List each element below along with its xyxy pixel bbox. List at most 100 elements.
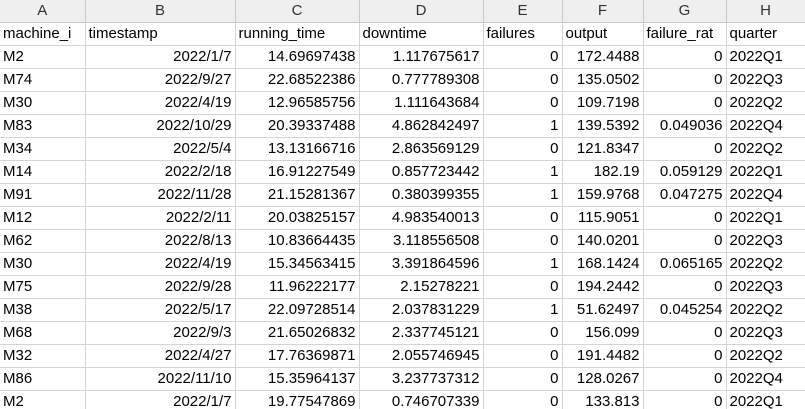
table-cell[interactable]: M38 <box>0 298 86 322</box>
column-header-e[interactable]: E <box>483 0 563 23</box>
table-cell[interactable]: 2022Q2 <box>726 252 805 276</box>
table-cell[interactable]: 0 <box>643 45 727 69</box>
table-cell[interactable]: 2022Q3 <box>726 321 805 345</box>
field-header-cell[interactable]: failure_rat <box>643 22 727 46</box>
table-cell[interactable]: 2022/5/4 <box>85 137 236 161</box>
table-cell[interactable]: M30 <box>0 91 86 115</box>
table-cell[interactable]: 0.059129 <box>643 160 727 184</box>
table-cell[interactable]: 194.2442 <box>562 275 644 299</box>
table-cell[interactable]: 2022Q2 <box>726 344 805 368</box>
table-cell[interactable]: M14 <box>0 160 86 184</box>
table-cell[interactable]: 2.337745121 <box>359 321 484 345</box>
table-cell[interactable]: 2022/9/3 <box>85 321 236 345</box>
table-cell[interactable]: 3.391864596 <box>359 252 484 276</box>
table-cell[interactable]: 15.34563415 <box>235 252 360 276</box>
table-cell[interactable]: 21.15281367 <box>235 183 360 207</box>
table-cell[interactable]: 0 <box>483 344 563 368</box>
table-cell[interactable]: 2022Q3 <box>726 68 805 92</box>
table-cell[interactable]: 0 <box>483 390 563 409</box>
table-cell[interactable]: 0 <box>483 367 563 391</box>
table-cell[interactable]: 4.862842497 <box>359 114 484 138</box>
table-cell[interactable]: 191.4482 <box>562 344 644 368</box>
table-cell[interactable]: M2 <box>0 390 86 409</box>
table-cell[interactable]: 15.35964137 <box>235 367 360 391</box>
table-cell[interactable]: 12.96585756 <box>235 91 360 115</box>
table-cell[interactable]: 2022Q4 <box>726 367 805 391</box>
table-cell[interactable]: 22.09728514 <box>235 298 360 322</box>
table-cell[interactable]: 2022/8/13 <box>85 229 236 253</box>
table-cell[interactable]: 2022Q2 <box>726 91 805 115</box>
table-cell[interactable]: M91 <box>0 183 86 207</box>
table-cell[interactable]: 0 <box>643 321 727 345</box>
table-cell[interactable]: 2022Q4 <box>726 183 805 207</box>
table-cell[interactable]: 0 <box>483 229 563 253</box>
table-cell[interactable]: M62 <box>0 229 86 253</box>
table-cell[interactable]: 0 <box>483 321 563 345</box>
field-header-cell[interactable]: downtime <box>359 22 484 46</box>
table-cell[interactable]: 0.049036 <box>643 114 727 138</box>
table-cell[interactable]: M75 <box>0 275 86 299</box>
table-cell[interactable]: 0 <box>643 68 727 92</box>
table-cell[interactable]: M2 <box>0 45 86 69</box>
table-cell[interactable]: 0 <box>643 91 727 115</box>
table-cell[interactable]: 135.0502 <box>562 68 644 92</box>
table-cell[interactable]: M86 <box>0 367 86 391</box>
table-cell[interactable]: 1.117675617 <box>359 45 484 69</box>
column-header-c[interactable]: C <box>235 0 360 23</box>
table-cell[interactable]: 22.68522386 <box>235 68 360 92</box>
table-cell[interactable]: 14.69697438 <box>235 45 360 69</box>
table-cell[interactable]: 2.037831229 <box>359 298 484 322</box>
table-cell[interactable]: 0.065165 <box>643 252 727 276</box>
table-cell[interactable]: 0 <box>643 390 727 409</box>
table-cell[interactable]: 2022/11/10 <box>85 367 236 391</box>
table-cell[interactable]: 109.7198 <box>562 91 644 115</box>
table-cell[interactable]: 0.857723442 <box>359 160 484 184</box>
table-cell[interactable]: 0 <box>483 45 563 69</box>
table-cell[interactable]: 2022Q4 <box>726 114 805 138</box>
table-cell[interactable]: 3.118556508 <box>359 229 484 253</box>
table-cell[interactable]: 2022/5/17 <box>85 298 236 322</box>
table-cell[interactable]: 115.9051 <box>562 206 644 230</box>
table-cell[interactable]: 17.76369871 <box>235 344 360 368</box>
table-cell[interactable]: 2.15278221 <box>359 275 484 299</box>
table-cell[interactable]: 0 <box>643 206 727 230</box>
column-header-d[interactable]: D <box>359 0 484 23</box>
table-cell[interactable]: 1 <box>483 183 563 207</box>
table-cell[interactable]: 172.4488 <box>562 45 644 69</box>
column-header-a[interactable]: A <box>0 0 86 23</box>
table-cell[interactable]: 0 <box>483 275 563 299</box>
column-header-f[interactable]: F <box>562 0 644 23</box>
table-cell[interactable]: 121.8347 <box>562 137 644 161</box>
table-cell[interactable]: 2022Q3 <box>726 275 805 299</box>
table-cell[interactable]: 2022/10/29 <box>85 114 236 138</box>
table-cell[interactable]: 3.237737312 <box>359 367 484 391</box>
table-cell[interactable]: 0.777789308 <box>359 68 484 92</box>
table-cell[interactable]: M83 <box>0 114 86 138</box>
table-cell[interactable]: 2022/4/19 <box>85 91 236 115</box>
table-cell[interactable]: M68 <box>0 321 86 345</box>
table-cell[interactable]: 0.380399355 <box>359 183 484 207</box>
table-cell[interactable]: 2.863569129 <box>359 137 484 161</box>
table-cell[interactable]: 0.746707339 <box>359 390 484 409</box>
column-header-b[interactable]: B <box>85 0 236 23</box>
table-cell[interactable]: 168.1424 <box>562 252 644 276</box>
table-cell[interactable]: 51.62497 <box>562 298 644 322</box>
table-cell[interactable]: 1 <box>483 298 563 322</box>
table-cell[interactable]: 0 <box>643 367 727 391</box>
table-cell[interactable]: 0 <box>643 344 727 368</box>
table-cell[interactable]: 0 <box>483 68 563 92</box>
table-cell[interactable]: 2022Q1 <box>726 160 805 184</box>
table-cell[interactable]: 4.983540013 <box>359 206 484 230</box>
table-cell[interactable]: 20.03825157 <box>235 206 360 230</box>
table-cell[interactable]: 2022/9/27 <box>85 68 236 92</box>
table-cell[interactable]: 0 <box>643 229 727 253</box>
table-cell[interactable]: 0 <box>643 275 727 299</box>
table-cell[interactable]: 2022Q1 <box>726 45 805 69</box>
table-cell[interactable]: 1.111643684 <box>359 91 484 115</box>
table-cell[interactable]: M32 <box>0 344 86 368</box>
table-cell[interactable]: 156.099 <box>562 321 644 345</box>
table-cell[interactable]: 11.96222177 <box>235 275 360 299</box>
table-cell[interactable]: 133.813 <box>562 390 644 409</box>
table-cell[interactable]: 10.83664435 <box>235 229 360 253</box>
table-cell[interactable]: 2022/9/28 <box>85 275 236 299</box>
